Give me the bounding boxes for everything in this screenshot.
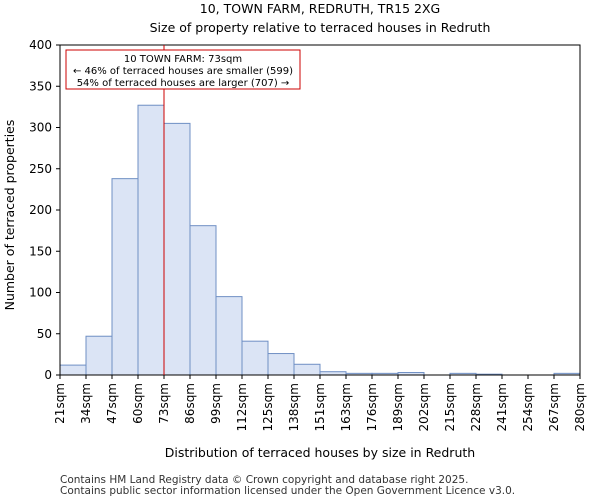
x-tick-label: 112sqm (235, 383, 249, 431)
y-tick-label: 400 (29, 38, 52, 52)
x-tick-label: 254sqm (521, 383, 535, 431)
bar (241, 340, 269, 376)
x-tick-label: 151sqm (313, 383, 327, 431)
y-tick-label: 50 (37, 327, 52, 341)
bar (137, 104, 165, 376)
x-axis-label: Distribution of terraced houses by size … (165, 445, 475, 460)
bar (163, 122, 191, 376)
x-tick-label: 176sqm (365, 383, 379, 431)
footer-line-2: Contains public sector information licen… (60, 485, 515, 497)
x-tick-label: 99sqm (209, 383, 223, 424)
y-tick-label: 0 (44, 368, 52, 382)
bar (293, 363, 321, 376)
y-tick-label: 250 (29, 162, 52, 176)
annotation-box (65, 49, 301, 90)
x-tick-label: 60sqm (131, 383, 145, 424)
x-tick-label: 228sqm (469, 383, 483, 431)
x-tick-label: 241sqm (495, 383, 509, 431)
y-tick-label: 150 (29, 244, 52, 258)
x-tick-label: 267sqm (547, 383, 561, 431)
footer-line-1: Contains HM Land Registry data © Crown c… (60, 474, 468, 486)
bar (267, 353, 295, 376)
y-tick-label: 350 (29, 79, 52, 93)
bar (85, 335, 113, 376)
x-tick-label: 138sqm (287, 383, 301, 431)
annotation-line-3: 54% of terraced houses are larger (707) … (77, 78, 290, 89)
x-tick-label: 125sqm (261, 383, 275, 431)
y-axis-label: Number of terraced properties (2, 120, 17, 311)
y-tick-label: 100 (29, 286, 52, 300)
x-tick-label: 86sqm (183, 383, 197, 424)
chart-subtitle: Size of property relative to terraced ho… (150, 20, 491, 35)
chart-title: 10, TOWN FARM, REDRUTH, TR15 2XG (200, 1, 440, 16)
x-tick-label: 163sqm (339, 383, 353, 431)
bar (111, 178, 139, 376)
annotation-line-2: ← 46% of terraced houses are smaller (59… (73, 66, 293, 77)
bar (189, 225, 217, 376)
x-tick-label: 280sqm (573, 383, 587, 431)
x-tick-label: 73sqm (157, 383, 171, 424)
bar (59, 364, 87, 376)
x-tick-label: 21sqm (53, 383, 67, 424)
bar (215, 296, 243, 376)
plot-area: 0 50 100 150 200 250 300 350 400 21sqm 34sqm 47sqm 6… (29, 38, 587, 431)
y-tick-label: 300 (29, 121, 52, 135)
x-tick-label: 34sqm (79, 383, 93, 424)
x-tick-label: 47sqm (105, 383, 119, 424)
annotation-line-1: 10 TOWN FARM: 73sqm (124, 54, 242, 65)
x-tick-label: 189sqm (391, 383, 405, 431)
y-tick-label: 200 (29, 203, 52, 217)
x-tick-label: 202sqm (417, 383, 431, 431)
x-tick-label: 215sqm (443, 383, 457, 431)
